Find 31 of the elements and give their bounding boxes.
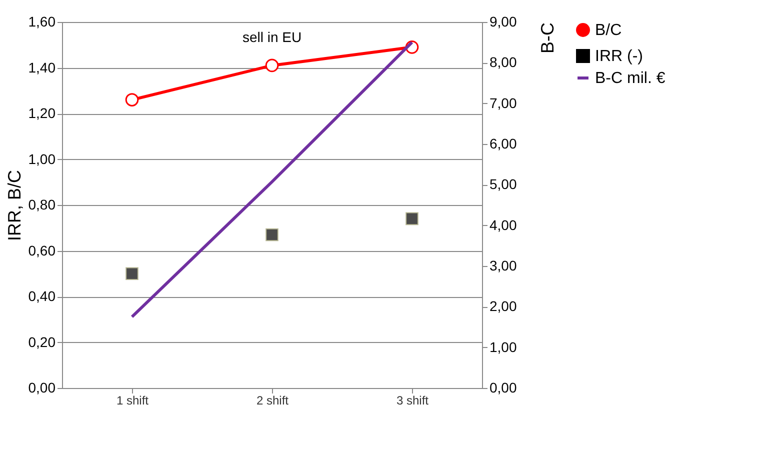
annotation: sell in EU	[242, 29, 302, 45]
y2-axis-title: B-C	[538, 22, 558, 54]
legend-label: IRR (-)	[595, 48, 643, 65]
y-tick-label: 0,60	[28, 242, 56, 258]
point	[406, 212, 418, 226]
y2-tick-label: 4,00	[490, 216, 517, 233]
point	[266, 228, 278, 242]
x-tick-label: 2 shift	[256, 394, 290, 408]
x-tick-label: 1 shift	[116, 394, 150, 408]
legend-label: B-C mil. €	[595, 70, 666, 87]
y2-tick-label: 8,00	[490, 54, 517, 70]
point	[126, 267, 138, 280]
y2-tick-label: 1,00	[490, 338, 517, 355]
x-tick-label: 3 shift	[396, 394, 430, 408]
y2-tick-label: 6,00	[490, 136, 517, 152]
y2-tick-label: 5,00	[490, 176, 517, 192]
y-tick-label: 0,20	[28, 334, 56, 350]
y-tick-label: 1,20	[28, 105, 56, 121]
y-tick-label: 0,40	[28, 288, 56, 304]
y-tick-label: 0,80	[28, 196, 56, 212]
y2-tick-label: 9,00	[490, 14, 517, 30]
y-tick-label: 0,00	[28, 380, 56, 396]
y-axis-title: IRR, B/C	[4, 170, 24, 242]
y2-tick-label: 2,00	[490, 298, 517, 314]
y2-tick-label: 0,00	[490, 380, 517, 396]
y-tick-label: 1,00	[28, 150, 56, 167]
y2-tick-label: 3,00	[490, 258, 517, 274]
legend-label: B/C	[595, 22, 622, 39]
y-tick-label: 1,40	[28, 59, 56, 76]
y2-tick-label: 7,00	[490, 94, 517, 111]
y-tick-label: 1,60	[28, 14, 56, 30]
